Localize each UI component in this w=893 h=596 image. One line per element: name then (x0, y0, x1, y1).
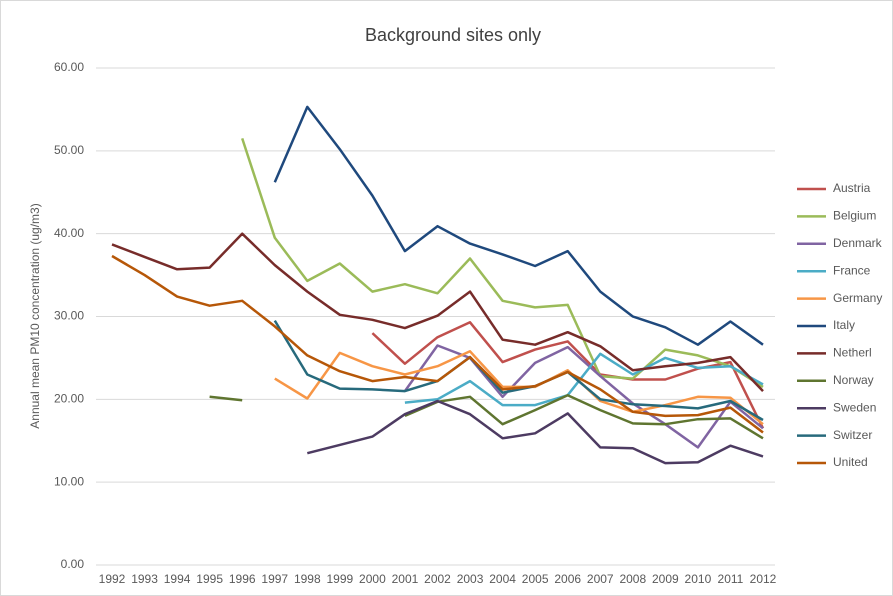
x-tick-label: 1999 (326, 572, 353, 586)
y-tick-label: 0.00 (61, 557, 85, 571)
x-tick-label: 1998 (294, 572, 321, 586)
x-tick-label: 2012 (750, 572, 777, 586)
y-tick-label: 20.00 (54, 392, 84, 406)
x-tick-label: 2011 (718, 572, 744, 586)
legend-label: Belgium (833, 209, 876, 223)
series-line (404, 352, 764, 407)
x-tick-label: 2001 (392, 572, 419, 586)
y-tick-label: 10.00 (54, 474, 84, 488)
y-tick-label: 40.00 (54, 226, 84, 240)
x-tick-label: 1997 (261, 572, 288, 586)
series-line (111, 232, 764, 392)
legend-label: Austria (833, 181, 871, 195)
legend-label: Netherl (833, 346, 872, 360)
x-tick-label: 1996 (229, 572, 256, 586)
x-tick-label: 2004 (489, 572, 516, 586)
x-tick-label: 2007 (587, 572, 614, 586)
series-line (273, 105, 764, 346)
x-tick-label: 2000 (359, 572, 386, 586)
x-tick-label: 1993 (131, 572, 158, 586)
y-tick-label: 50.00 (54, 143, 84, 157)
chart-title: Background sites only (365, 25, 541, 45)
y-axis-label: Annual mean PM10 concentration (ug/m3) (28, 203, 42, 428)
legend-label: Italy (833, 318, 855, 332)
series-line (273, 319, 764, 422)
legend-label: France (833, 263, 871, 277)
series-line (403, 344, 764, 449)
legend-label: United (833, 455, 868, 469)
series-line (209, 393, 764, 440)
legend-label: Sweden (833, 400, 876, 414)
y-tick-label: 30.00 (54, 309, 84, 323)
x-tick-label: 2005 (522, 572, 549, 586)
x-tick-label: 1992 (99, 572, 126, 586)
x-tick-label: 2009 (652, 572, 679, 586)
series-line (111, 254, 764, 434)
x-tick-label: 2002 (424, 572, 451, 586)
x-tick-label: 2003 (457, 572, 484, 586)
legend-label: Denmark (833, 236, 883, 250)
x-tick-label: 2010 (685, 572, 712, 586)
legend-label: Germany (833, 291, 882, 305)
x-tick-label: 1995 (196, 572, 223, 586)
legend-label: Norway (833, 373, 874, 387)
legend-label: Switzer (833, 428, 872, 442)
y-tick-label: 60.00 (54, 60, 84, 74)
x-tick-label: 1994 (164, 572, 191, 586)
series-line (241, 138, 764, 388)
series-line (306, 399, 764, 465)
x-tick-label: 2006 (554, 572, 581, 586)
x-tick-label: 2008 (619, 572, 646, 586)
